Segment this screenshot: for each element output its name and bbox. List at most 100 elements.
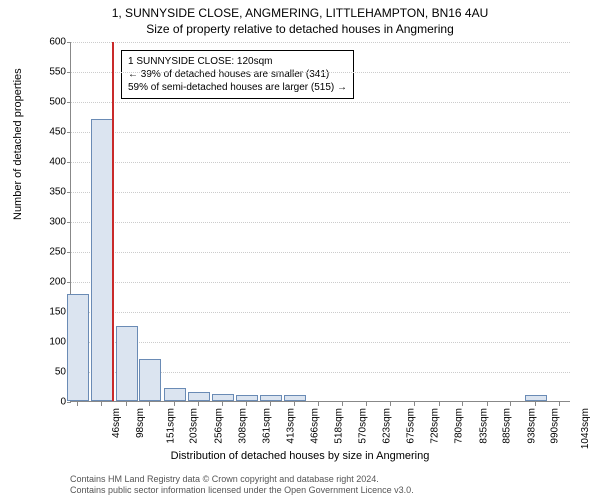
- xtick-mark: [559, 402, 560, 406]
- xtick-label: 518sqm: [333, 408, 344, 444]
- xtick-label: 46sqm: [111, 408, 122, 438]
- xtick-mark: [222, 402, 223, 406]
- gridline-h: [71, 102, 570, 103]
- ytick-label: 200: [36, 277, 66, 288]
- bar: [67, 294, 89, 401]
- annotation-line3: 59% of semi-detached houses are larger (…: [128, 81, 347, 94]
- gridline-h: [71, 222, 570, 223]
- ytick-mark: [67, 162, 71, 163]
- ytick-mark: [67, 222, 71, 223]
- bar: [260, 395, 282, 401]
- gridline-h: [71, 282, 570, 283]
- xtick-label: 675sqm: [405, 408, 416, 444]
- gridline-h: [71, 192, 570, 193]
- annotation-line2: ← 39% of detached houses are smaller (34…: [128, 68, 347, 81]
- xtick-label: 203sqm: [189, 408, 200, 444]
- xtick-mark: [149, 402, 150, 406]
- gridline-h: [71, 312, 570, 313]
- xtick-mark: [439, 402, 440, 406]
- ytick-mark: [67, 252, 71, 253]
- xtick-mark: [366, 402, 367, 406]
- ytick-mark: [67, 72, 71, 73]
- ytick-label: 550: [36, 67, 66, 78]
- xtick-label: 308sqm: [237, 408, 248, 444]
- ytick-label: 150: [36, 307, 66, 318]
- xtick-mark: [318, 402, 319, 406]
- xtick-mark: [294, 402, 295, 406]
- ytick-label: 600: [36, 37, 66, 48]
- ytick-label: 50: [36, 367, 66, 378]
- footer-text: Contains HM Land Registry data © Crown c…: [70, 474, 414, 496]
- marker-line: [112, 42, 114, 401]
- bar: [188, 392, 210, 401]
- xtick-mark: [462, 402, 463, 406]
- gridline-h: [71, 72, 570, 73]
- gridline-h: [71, 42, 570, 43]
- xtick-label: 728sqm: [430, 408, 441, 444]
- footer-line1: Contains HM Land Registry data © Crown c…: [70, 474, 414, 485]
- ytick-mark: [67, 192, 71, 193]
- annotation-line1: 1 SUNNYSIDE CLOSE: 120sqm: [128, 55, 347, 68]
- xtick-mark: [535, 402, 536, 406]
- bar: [139, 359, 161, 401]
- xtick-label: 938sqm: [526, 408, 537, 444]
- xtick-label: 835sqm: [479, 408, 490, 444]
- ytick-label: 450: [36, 127, 66, 138]
- bar: [236, 395, 258, 401]
- ytick-label: 300: [36, 217, 66, 228]
- ytick-label: 250: [36, 247, 66, 258]
- bar: [164, 388, 186, 401]
- x-axis-label: Distribution of detached houses by size …: [0, 450, 600, 462]
- ytick-label: 350: [36, 187, 66, 198]
- ytick-mark: [67, 282, 71, 283]
- chart-title-line2: Size of property relative to detached ho…: [0, 22, 600, 36]
- bar: [91, 119, 113, 401]
- xtick-mark: [487, 402, 488, 406]
- plot-area: 1 SUNNYSIDE CLOSE: 120sqm ← 39% of detac…: [70, 42, 570, 402]
- xtick-label: 256sqm: [213, 408, 224, 444]
- chart-container: 1, SUNNYSIDE CLOSE, ANGMERING, LITTLEHAM…: [0, 0, 600, 500]
- xtick-mark: [198, 402, 199, 406]
- xtick-mark: [77, 402, 78, 406]
- xtick-label: 413sqm: [285, 408, 296, 444]
- bar: [212, 394, 234, 401]
- xtick-mark: [174, 402, 175, 406]
- xtick-mark: [342, 402, 343, 406]
- ytick-label: 500: [36, 97, 66, 108]
- ytick-label: 400: [36, 157, 66, 168]
- gridline-h: [71, 132, 570, 133]
- xtick-label: 466sqm: [310, 408, 321, 444]
- ytick-label: 100: [36, 337, 66, 348]
- xtick-mark: [246, 402, 247, 406]
- x-axis-ticks: 46sqm 98sqm 151sqm 203sqm 256sqm 308sqm 361sqm…: [70, 402, 570, 457]
- xtick-label: 623sqm: [382, 408, 393, 444]
- ytick-mark: [67, 102, 71, 103]
- xtick-label: 361sqm: [261, 408, 272, 444]
- gridline-h: [71, 342, 570, 343]
- xtick-label: 151sqm: [165, 408, 176, 444]
- bar: [284, 395, 306, 401]
- xtick-label: 1043sqm: [580, 408, 591, 449]
- ytick-mark: [67, 42, 71, 43]
- y-axis-label: Number of detached properties: [12, 68, 24, 220]
- gridline-h: [71, 252, 570, 253]
- xtick-label: 780sqm: [454, 408, 465, 444]
- xtick-mark: [101, 402, 102, 406]
- xtick-mark: [126, 402, 127, 406]
- xtick-mark: [510, 402, 511, 406]
- bar: [525, 395, 547, 401]
- xtick-label: 98sqm: [135, 408, 146, 438]
- footer-line2: Contains public sector information licen…: [70, 485, 414, 496]
- chart-title-line1: 1, SUNNYSIDE CLOSE, ANGMERING, LITTLEHAM…: [0, 6, 600, 20]
- gridline-h: [71, 162, 570, 163]
- ytick-mark: [67, 132, 71, 133]
- xtick-mark: [414, 402, 415, 406]
- xtick-mark: [270, 402, 271, 406]
- xtick-label: 885sqm: [502, 408, 513, 444]
- ytick-label: 0: [36, 397, 66, 408]
- xtick-label: 570sqm: [357, 408, 368, 444]
- xtick-mark: [390, 402, 391, 406]
- marker-annotation-box: 1 SUNNYSIDE CLOSE: 120sqm ← 39% of detac…: [121, 50, 354, 99]
- bar: [116, 326, 138, 401]
- xtick-label: 990sqm: [550, 408, 561, 444]
